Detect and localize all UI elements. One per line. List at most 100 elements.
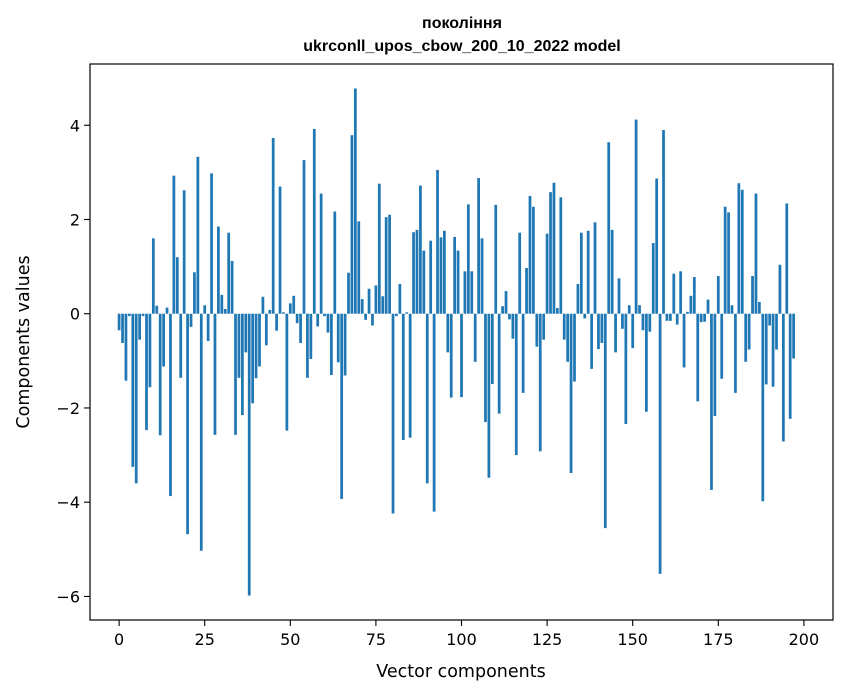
bar	[521, 313, 525, 393]
bar	[484, 313, 487, 423]
bar	[466, 204, 470, 314]
x-axis-ticks: 0 25 50 75 100 125 150 175 200	[114, 620, 819, 649]
bar	[758, 301, 761, 314]
bar	[234, 313, 237, 435]
bar	[347, 272, 350, 314]
bar	[453, 236, 457, 314]
bar	[275, 313, 278, 331]
bar	[371, 313, 374, 326]
bar	[597, 313, 600, 350]
bar	[182, 190, 186, 314]
bar	[518, 232, 522, 314]
bar	[785, 203, 789, 314]
x-tick-label: 100	[446, 630, 477, 649]
bar	[456, 250, 460, 314]
bar	[422, 250, 426, 314]
bar	[634, 119, 638, 314]
bar	[261, 296, 265, 314]
bar	[645, 313, 648, 412]
bar	[367, 288, 371, 314]
bar	[151, 238, 155, 314]
bar	[768, 313, 772, 326]
y-tick-label: −4	[56, 493, 80, 512]
bar	[737, 183, 741, 314]
bar	[514, 313, 518, 456]
bar	[480, 238, 484, 314]
bar	[562, 313, 566, 340]
bar	[148, 313, 152, 388]
bar	[446, 313, 450, 353]
bar	[710, 313, 713, 490]
bar	[641, 313, 645, 331]
bar	[751, 276, 754, 314]
bar	[247, 313, 251, 596]
bar	[788, 313, 792, 419]
bar	[128, 313, 131, 317]
bar	[169, 313, 172, 497]
bar	[566, 313, 570, 362]
bar	[227, 232, 231, 314]
bar	[579, 232, 583, 314]
bar	[449, 313, 453, 398]
bar	[299, 313, 302, 343]
bar	[336, 313, 340, 363]
bar	[323, 313, 326, 317]
bar	[696, 313, 700, 402]
bar	[603, 313, 607, 529]
bar	[621, 313, 624, 329]
bar	[309, 313, 313, 359]
y-tick-label: 4	[70, 116, 80, 135]
bar	[716, 276, 720, 314]
bar	[237, 313, 241, 378]
y-tick-label: −2	[56, 399, 80, 418]
bar	[651, 243, 655, 314]
chart-title: покоління	[422, 15, 502, 32]
y-axis-label: Components values	[14, 255, 34, 428]
x-tick-label: 125	[532, 630, 563, 649]
bar	[230, 260, 234, 314]
bar	[607, 142, 611, 314]
bar	[508, 313, 511, 320]
bar	[556, 308, 559, 314]
bar	[213, 313, 217, 435]
x-tick-label: 175	[703, 630, 734, 649]
bar	[617, 278, 621, 314]
bar	[206, 313, 210, 342]
bar	[583, 313, 587, 319]
bar	[668, 313, 672, 321]
bar	[538, 313, 542, 452]
bar	[610, 229, 614, 314]
bar	[374, 285, 378, 314]
bar	[662, 129, 665, 314]
bar	[295, 313, 299, 324]
bar	[761, 313, 765, 502]
bar	[679, 271, 682, 314]
bar	[384, 217, 388, 314]
bar	[747, 313, 751, 350]
bar	[490, 313, 494, 384]
bar	[436, 170, 439, 314]
bar	[487, 313, 491, 478]
bar	[131, 313, 135, 467]
x-tick-label: 25	[195, 630, 215, 649]
bar	[590, 313, 593, 369]
bar	[381, 296, 385, 314]
bar	[528, 195, 532, 314]
bar	[511, 313, 515, 339]
bar	[559, 197, 563, 314]
bar	[360, 299, 364, 314]
x-tick-label: 50	[280, 630, 300, 649]
bar	[473, 313, 477, 362]
bar	[175, 257, 179, 314]
bar	[778, 264, 782, 314]
bar	[781, 313, 785, 442]
bar	[312, 129, 316, 314]
bar	[391, 313, 395, 514]
bar	[179, 313, 183, 378]
bar	[193, 272, 196, 314]
bar	[432, 313, 436, 512]
bar	[121, 313, 124, 343]
bar	[401, 313, 405, 441]
x-axis-label: Vector components	[376, 662, 545, 682]
